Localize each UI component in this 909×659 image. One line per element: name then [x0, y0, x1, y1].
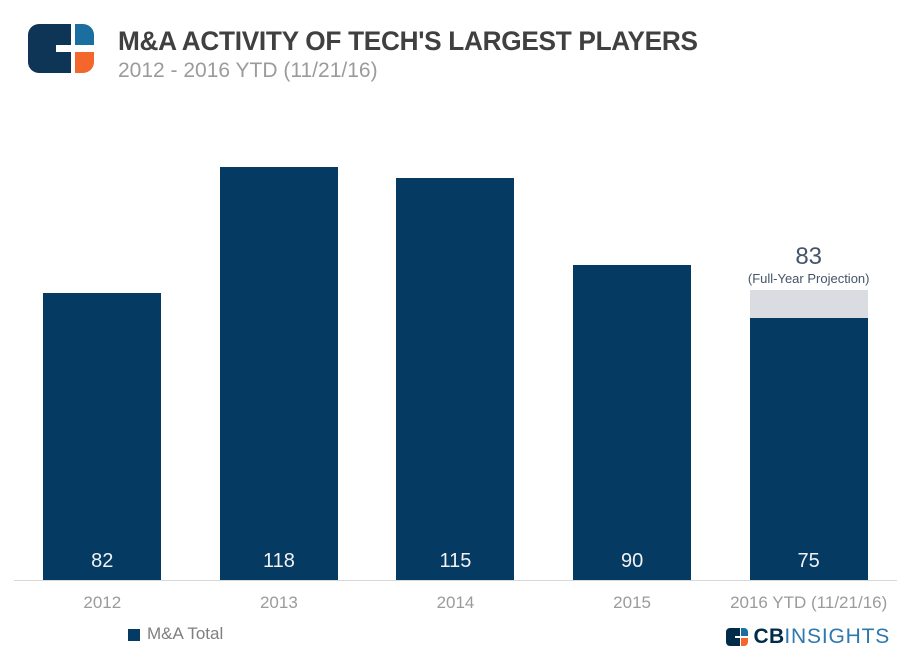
x-axis-label: 2015 — [613, 593, 651, 612]
x-axis-label: 2012 — [83, 593, 122, 612]
bar-2012: 82 — [43, 293, 162, 580]
bar-value-label: 82 — [91, 550, 114, 572]
bar-column-2012: 82 2012 — [14, 0, 191, 612]
logo-blue-quadrant — [75, 24, 94, 45]
x-axis-label: 2016 YTD (11/21/16) — [730, 593, 888, 612]
projection-segment — [749, 289, 868, 318]
bar-column-2014: 115 2014 — [367, 0, 544, 612]
bar-column-2015: 90 2015 — [544, 0, 721, 612]
legend: M&A Total — [128, 624, 223, 644]
wordmark-cb-text: CB — [753, 625, 785, 648]
bar-value-label: 90 — [620, 550, 644, 572]
bar-2013: 118 — [219, 167, 338, 580]
bar-stack: 118 — [219, 167, 338, 580]
bar-value-label: 75 — [797, 550, 820, 572]
legend-swatch — [128, 629, 140, 641]
bar-2015: 90 — [573, 265, 692, 580]
logo-blue-quadrant — [741, 628, 749, 636]
chart-title: M&A ACTIVITY OF TECH'S LARGEST PLAYERS — [118, 26, 698, 56]
legend-label: M&A Total — [147, 624, 224, 643]
chart-subtitle: 2012 - 2016 YTD (11/21/16) — [118, 59, 378, 82]
bar-stack: 90 — [573, 265, 692, 580]
logo-orange-quadrant — [741, 638, 749, 646]
projection-value-label: 83 — [795, 242, 823, 270]
logo-notch — [735, 636, 741, 638]
cbinsights-logo-icon — [28, 24, 94, 73]
bar-stack: 83 (Full-Year Projection) 75 — [747, 242, 870, 580]
bar-value-label: 115 — [439, 550, 472, 572]
bar-stack: 115 — [396, 177, 515, 580]
x-axis-label: 2014 — [436, 593, 475, 612]
bar-stack: 82 — [43, 293, 162, 580]
logo-notch — [56, 45, 71, 52]
cbinsights-wordmark: CB INSIGHTS — [726, 625, 890, 649]
cbinsights-logo-icon-small — [726, 628, 749, 646]
bar-column-2016: 83 (Full-Year Projection) 75 2016 YTD (11/2… — [720, 0, 897, 612]
bar-value-label: 118 — [262, 550, 295, 572]
bar-column-2013: 118 2013 — [191, 0, 368, 612]
x-axis-label: 2013 — [259, 593, 298, 612]
logo-orange-quadrant — [75, 52, 94, 73]
bar-chart: 82 2012 118 2013 115 2014 90 2015 83 (Full-Year P… — [14, 0, 897, 612]
logo-navy-shape — [726, 628, 741, 646]
projection-caption: (Full-Year Projection) — [747, 270, 870, 286]
bar-2016: 75 — [749, 317, 868, 580]
wordmark-insights-text: INSIGHTS — [784, 625, 890, 648]
bar-2014: 115 — [396, 177, 515, 580]
